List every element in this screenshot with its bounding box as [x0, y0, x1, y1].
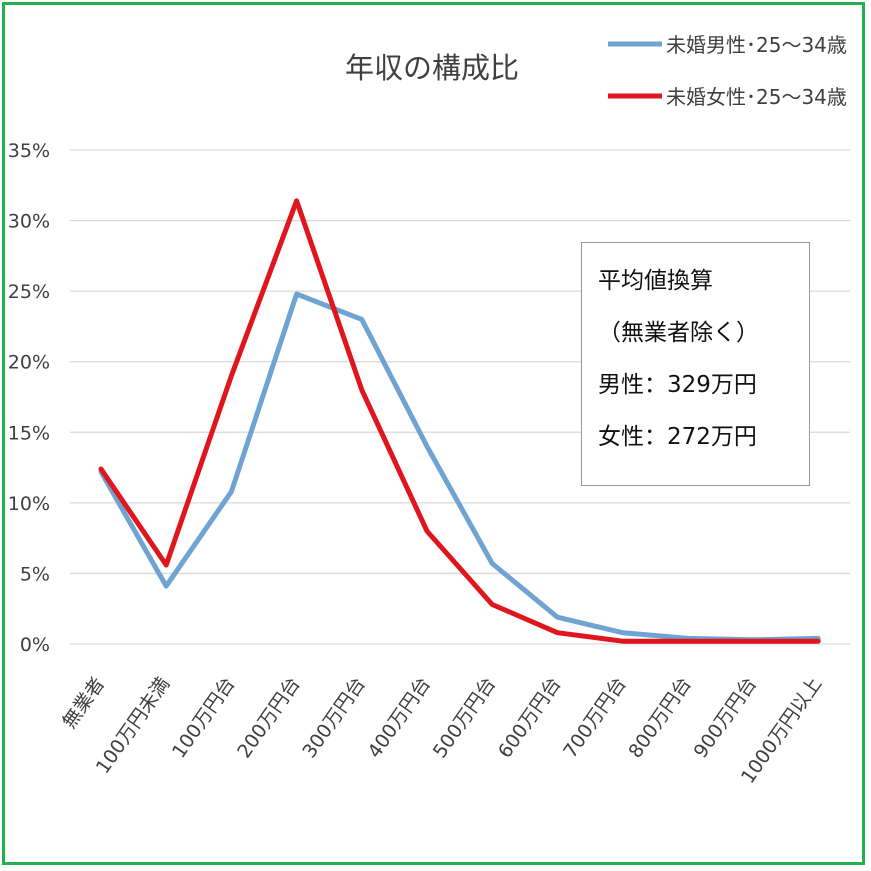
- y-tick-label: 10%: [8, 493, 50, 515]
- x-tick-label: 100万円台: [168, 673, 240, 762]
- x-tick-label: 700万円台: [559, 673, 631, 762]
- note-female-average: 女性：272万円: [598, 424, 757, 450]
- legend-label-female: 未婚女性･25～34歳: [666, 85, 847, 109]
- y-tick-label: 20%: [8, 352, 50, 374]
- series-line-male: [98, 291, 821, 643]
- average-note-box: 平均値換算 （無業者除く） 男性：329万円 女性：272万円: [581, 242, 810, 486]
- x-tick-label: 300万円台: [298, 673, 370, 762]
- y-tick-label: 35%: [8, 140, 50, 162]
- series-lines: [98, 198, 821, 644]
- note-subheading: （無業者除く）: [598, 320, 759, 346]
- y-tick-label: 5%: [20, 563, 50, 585]
- series-line-female: [98, 198, 821, 644]
- x-tick-label: 600万円台: [494, 673, 566, 762]
- legend: 未婚男性･25～34歳 未婚女性･25～34歳: [608, 33, 847, 109]
- x-tick-label: 500万円台: [429, 673, 501, 762]
- x-tick-label: 無業者: [58, 673, 109, 732]
- x-tick-label: 400万円台: [364, 673, 436, 762]
- x-tick-label: 900万円台: [690, 673, 762, 762]
- note-heading: 平均値換算: [598, 268, 713, 294]
- y-tick-label: 0%: [20, 634, 50, 656]
- y-axis-ticks: 0% 5% 10% 15% 20% 25% 30% 35%: [8, 140, 50, 656]
- note-male-average: 男性：329万円: [598, 372, 757, 398]
- y-tick-label: 25%: [8, 281, 50, 303]
- legend-label-male: 未婚男性･25～34歳: [666, 33, 847, 57]
- chart-title: 年収の構成比: [345, 51, 519, 85]
- x-tick-label: 200万円台: [233, 673, 305, 762]
- x-tick-label: 800万円台: [624, 673, 696, 762]
- y-tick-label: 30%: [8, 211, 50, 233]
- y-tick-label: 15%: [8, 422, 50, 444]
- x-axis-ticks: 無業者100万円未満100万円台200万円台300万円台400万円台500万円台…: [58, 673, 826, 787]
